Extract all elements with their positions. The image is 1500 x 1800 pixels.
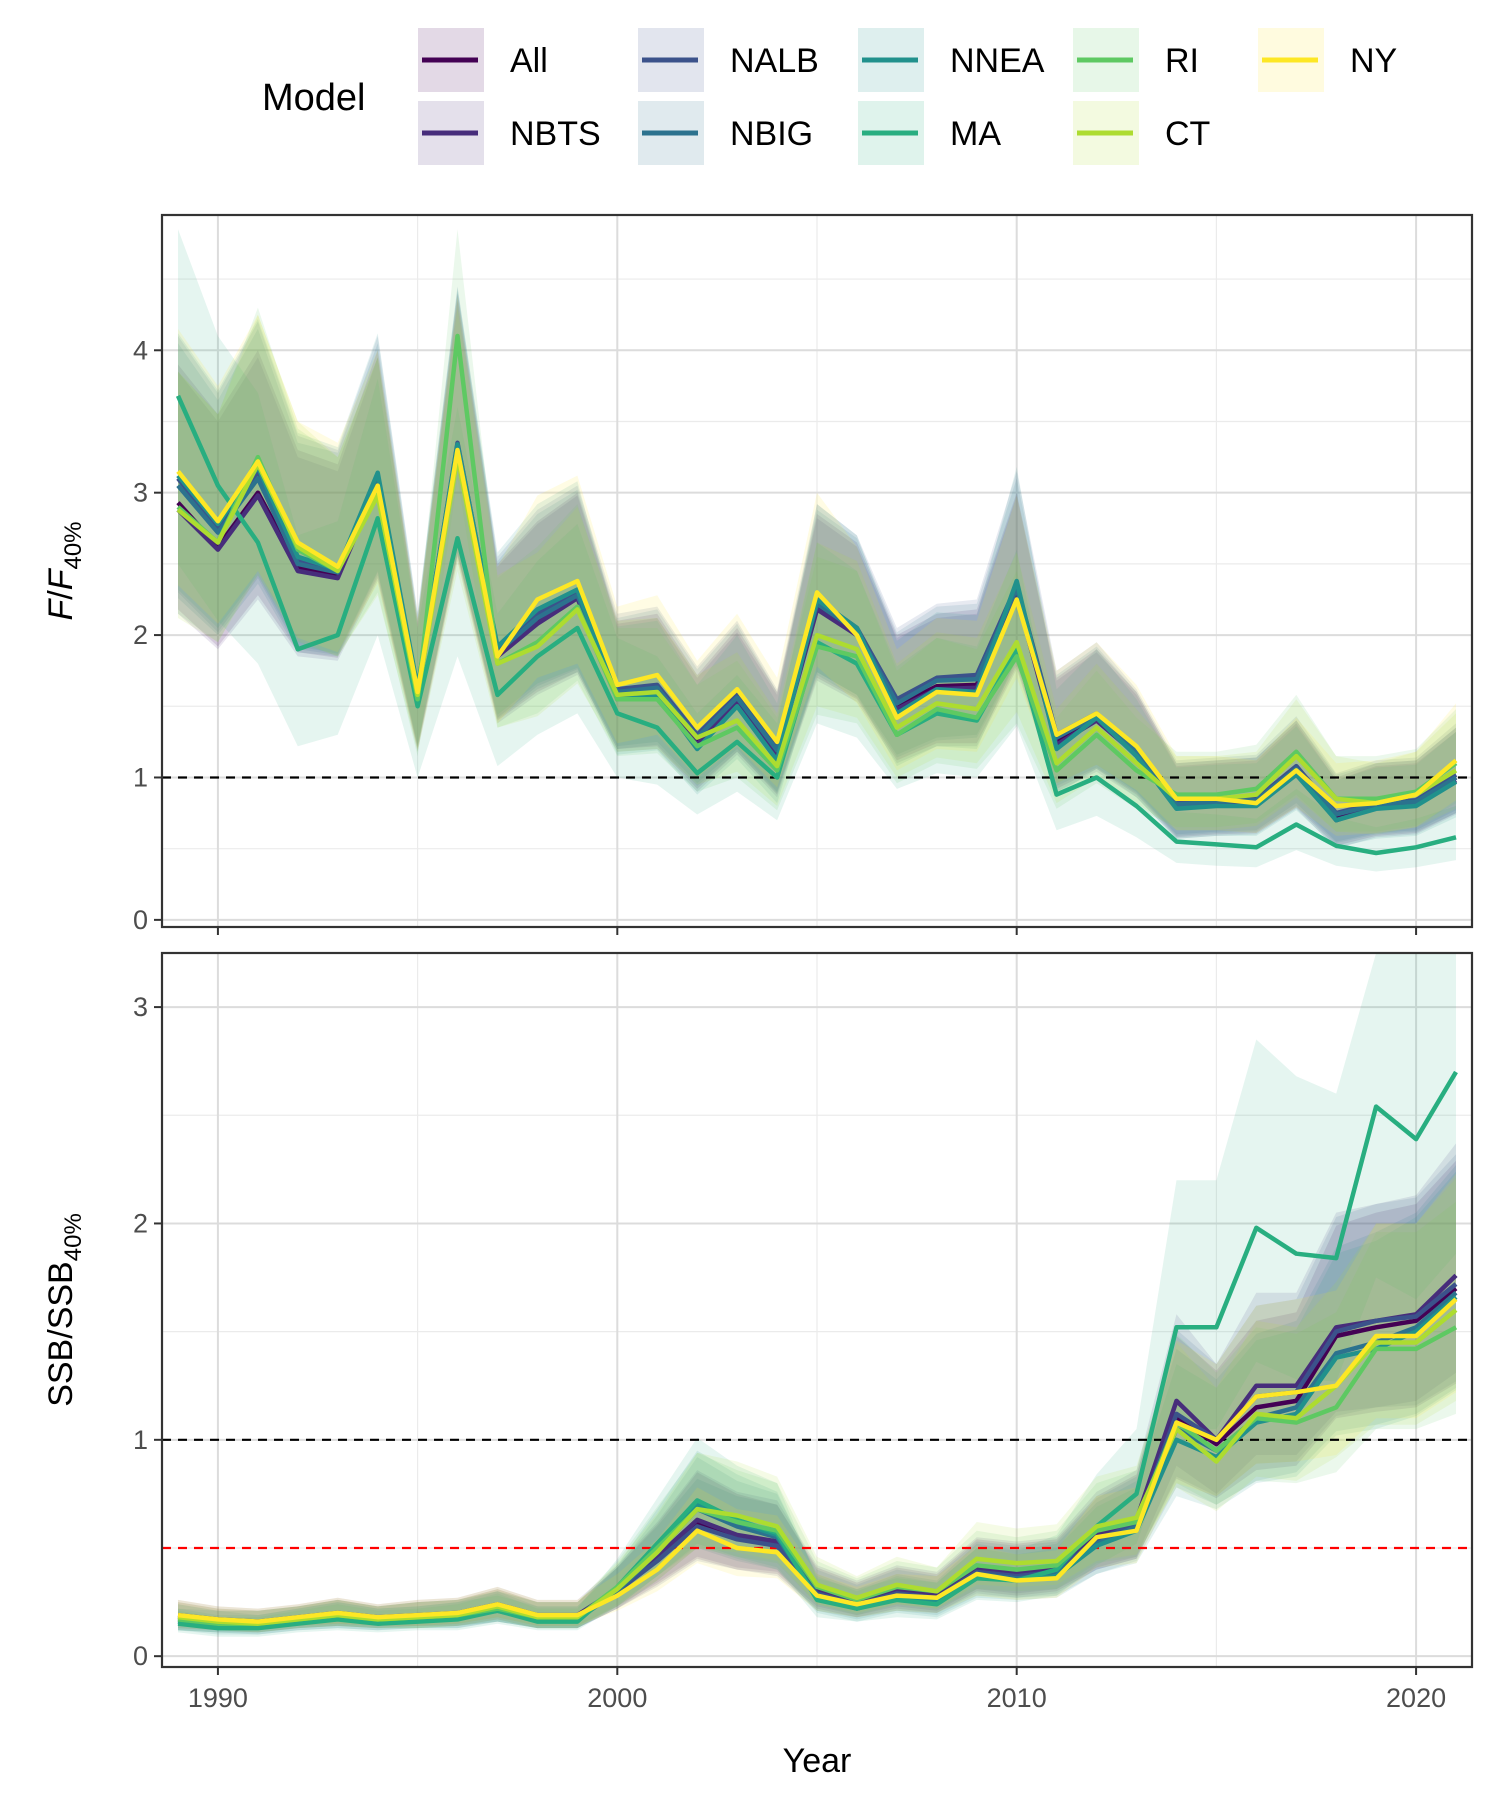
band-nalb — [178, 286, 1456, 842]
confidence-bands — [178, 229, 1456, 872]
legend-label: NBTS — [510, 115, 601, 153]
legend-label: NNEA — [950, 42, 1045, 80]
band-ct — [178, 307, 1456, 835]
y-tick-label: 1 — [133, 1425, 148, 1455]
legend-label: RI — [1165, 42, 1199, 80]
series-lines — [175, 333, 1458, 856]
y-tick-label: 3 — [133, 992, 148, 1022]
series-line-ma — [177, 1070, 1458, 1631]
legend-title: Model — [262, 77, 366, 119]
band-nbts — [178, 300, 1456, 849]
y-tick-label: 4 — [133, 335, 148, 365]
legend-label: CT — [1165, 115, 1210, 153]
x-axis: 1990 2000 2010 2020 — [188, 1667, 1446, 1713]
legend-item-ct: CT — [1073, 101, 1210, 165]
series-line-ny — [177, 1297, 1458, 1624]
legend-item-ri: RI — [1073, 28, 1199, 92]
y-title-sep: / — [42, 590, 80, 600]
y-axis-title-top: F/F40% — [42, 521, 87, 620]
legend-label: MA — [950, 115, 1001, 153]
band-nnea — [178, 287, 1456, 848]
legend-label: NY — [1350, 42, 1397, 80]
x-axis-title: Year — [783, 1742, 852, 1780]
y-axis: 0 1 2 3 — [133, 992, 162, 1671]
band-ri — [178, 229, 1456, 832]
y-title-main: F — [42, 598, 80, 621]
panel-border — [160, 213, 1474, 929]
y-tick-label: 2 — [133, 620, 148, 650]
legend-item-ma: MA — [858, 101, 1001, 165]
y-title-main: SSB — [42, 1339, 80, 1407]
series-lines — [177, 1070, 1458, 1631]
legend-label: NALB — [730, 42, 819, 80]
y-tick-label: 1 — [133, 762, 148, 792]
x-tick-label: 2020 — [1386, 1683, 1446, 1713]
band-nbts — [178, 1143, 1456, 1631]
y-tick-label: 0 — [133, 1641, 148, 1671]
y-axis: 0 1 2 3 4 — [133, 335, 162, 935]
band-ma — [178, 953, 1456, 1637]
y-tick-label: 2 — [133, 1208, 148, 1238]
y-title-sub: 40% — [60, 521, 87, 569]
legend-item-nalb: NALB — [638, 28, 819, 92]
legend-label: All — [510, 42, 548, 80]
reference-lines — [162, 1438, 1472, 1550]
legend-label: NBIG — [730, 115, 813, 153]
panel-border — [160, 951, 1474, 1669]
y-title-ref: F — [42, 567, 80, 590]
legend-items: All NBTS NALB NBIG NNEA MA RI CT NY — [418, 28, 1397, 165]
y-title-ref: SSB — [42, 1261, 80, 1329]
y-tick-label: 0 — [133, 905, 148, 935]
band-ma — [178, 229, 1456, 872]
legend: Model All NBTS NALB NBIG NNEA MA RI CT NY — [262, 28, 1397, 165]
y-title-sep: / — [42, 1329, 80, 1339]
legend-item-nbig: NBIG — [638, 101, 813, 165]
band-all — [178, 293, 1456, 846]
x-tick-label: 1990 — [188, 1683, 248, 1713]
legend-item-nbts: NBTS — [418, 101, 601, 165]
legend-item-nnea: NNEA — [858, 28, 1045, 92]
x-tick-label: 2010 — [987, 1683, 1047, 1713]
y-tick-label: 3 — [133, 478, 148, 508]
x-tick-label: 2000 — [587, 1683, 647, 1713]
legend-item-all: All — [418, 28, 548, 92]
band-ny — [178, 296, 1456, 836]
series-line-ny — [176, 447, 1458, 809]
band-nbig — [178, 290, 1456, 843]
legend-item-ny: NY — [1258, 28, 1397, 92]
y-axis-title-bottom: SSB/SSB40% — [42, 1213, 87, 1407]
y-title-sub: 40% — [60, 1213, 87, 1261]
